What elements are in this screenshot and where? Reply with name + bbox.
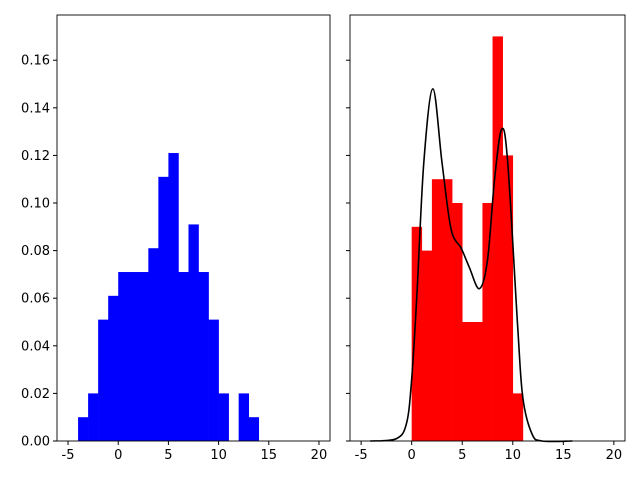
- histogram-bar: [218, 393, 229, 441]
- y-tick-label: 0.02: [21, 387, 50, 402]
- histogram-bar: [198, 272, 209, 441]
- histogram-bar: [188, 224, 199, 441]
- x-tick-label: 20: [311, 448, 328, 463]
- histogram-bar: [88, 393, 99, 441]
- axes-left: -5 0 5 10 15 20 0.00 0.02 0.04 0.06 0.08 0.10 0.12 0.…: [21, 14, 331, 463]
- histogram-bar: [108, 295, 119, 441]
- y-tick-label: 0.10: [21, 197, 50, 212]
- histogram-bar: [492, 36, 503, 441]
- histogram-bar: [128, 272, 139, 441]
- y-tick-label: 0.00: [21, 435, 50, 450]
- histogram-bar: [158, 176, 169, 441]
- histogram-bar: [482, 203, 493, 441]
- x-tick-label: 15: [555, 448, 572, 463]
- x-tick-label: 20: [606, 448, 623, 463]
- axes-frame: [349, 14, 626, 442]
- histogram-bar: [168, 153, 179, 442]
- histogram-bar: [148, 248, 159, 441]
- histogram-bar: [248, 417, 260, 441]
- histogram-bar: [512, 393, 524, 441]
- x-tick-label: 10: [210, 448, 227, 463]
- x-tick-label: 5: [164, 448, 172, 463]
- histogram-bar: [138, 272, 149, 441]
- histogram-bar: [462, 322, 473, 441]
- kde-line: [370, 87, 573, 443]
- axes-right: -5 0 5 10 15 20: [346, 14, 626, 463]
- histogram-bar: [238, 393, 250, 441]
- histogram-bar: [452, 203, 463, 441]
- histogram-bar: [472, 322, 483, 441]
- axes-frame: [56, 14, 331, 442]
- x-tick-label: 5: [458, 448, 466, 463]
- y-tick-label: 0.14: [21, 101, 50, 116]
- x-tick-label: 0: [114, 448, 122, 463]
- histogram-bar: [421, 250, 433, 441]
- histogram-bar: [411, 226, 423, 441]
- x-tick-label: -5: [355, 448, 368, 463]
- histogram-bar: [118, 272, 129, 441]
- histogram-bar: [208, 319, 219, 441]
- histogram-bar: [442, 179, 453, 442]
- x-tick-label: 0: [408, 448, 416, 463]
- x-tick-label: -5: [62, 448, 75, 463]
- histogram-bar: [178, 272, 189, 441]
- histogram-bar: [431, 179, 443, 442]
- y-tick-label: 0.12: [21, 149, 50, 164]
- y-tick-label: 0.16: [21, 54, 50, 69]
- histogram-bar: [98, 319, 109, 441]
- histogram-bar: [78, 417, 89, 441]
- x-tick-label: 10: [505, 448, 522, 463]
- y-tick-label: 0.08: [21, 244, 50, 259]
- x-tick-label: 15: [261, 448, 278, 463]
- y-tick-label: 0.04: [21, 339, 50, 354]
- y-tick-label: 0.06: [21, 292, 50, 307]
- histogram-bar: [502, 155, 514, 442]
